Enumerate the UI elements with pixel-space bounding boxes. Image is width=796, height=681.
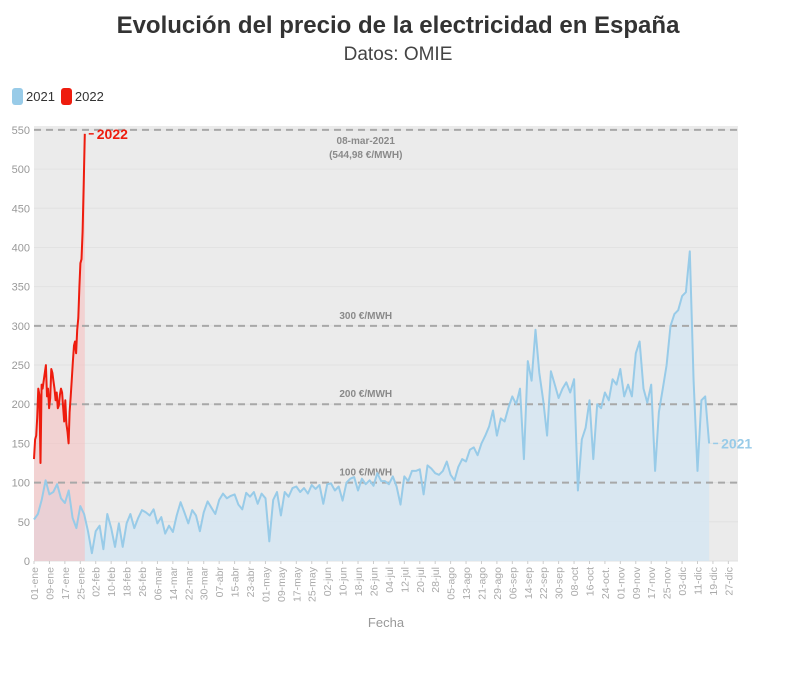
legend-label-2022: 2022 — [74, 89, 104, 104]
series-area-2022 — [34, 133, 85, 562]
y-tick-label: 550 — [12, 125, 30, 137]
x-tick-label: 01-may — [260, 566, 272, 602]
x-tick-label: 02-feb — [91, 567, 103, 597]
x-tick-label: 26-feb — [137, 567, 149, 597]
x-tick-label: 16-oct — [584, 567, 596, 596]
x-tick-label: 27-dic — [723, 567, 735, 596]
y-tick-label: 300 — [12, 321, 30, 333]
x-tick-label: 26-jun — [368, 567, 380, 596]
x-tick-label: 10-feb — [106, 567, 118, 597]
x-tick-label: 05-ago — [446, 567, 458, 600]
x-tick-label: 29-ago — [492, 567, 504, 600]
series-end-label-2021: 2021 — [721, 435, 752, 451]
legend-item-2021[interactable]: 2021 — [12, 88, 55, 105]
reference-line-label: 100 €/MWH — [339, 468, 392, 479]
y-tick-label: 100 — [12, 478, 30, 490]
y-tick-label: 450 — [12, 203, 30, 215]
reference-line-label: 200 €/MWH — [339, 389, 392, 400]
x-tick-label: 25-ene — [75, 567, 87, 600]
x-tick-label: 30-sep — [554, 567, 566, 599]
x-tick-label: 06-mar — [152, 567, 164, 601]
x-tick-label: 14-sep — [523, 567, 535, 599]
y-axis: 0 50 100 150 200 250 300 350 400 450 500 550 — [12, 125, 30, 568]
y-tick-label: 50 — [18, 517, 30, 529]
x-tick-label: 09-nov — [631, 566, 643, 599]
reference-line-sublabel: (544,98 €/MWH) — [329, 150, 402, 161]
x-tick-label: 14-mar — [168, 567, 180, 601]
x-tick-label: 03-dic — [677, 567, 689, 596]
x-tick-label: 02-jun — [322, 567, 334, 596]
x-axis-title: Fecha — [368, 615, 405, 630]
series-line-2022 — [33, 133, 86, 464]
x-axis: 01-ene 09-ene 17-ene 25-ene 02-feb 10-feb 18-f… — [29, 561, 735, 602]
y-tick-label: 200 — [12, 399, 30, 411]
series-end-labels: 2021 2022 — [88, 126, 752, 451]
chart-title: Evolución del precio de la electricidad … — [116, 12, 680, 39]
x-tick-label: 30-mar — [199, 567, 211, 601]
x-tick-label: 01-nov — [615, 566, 627, 599]
reference-line-label: 300 €/MWH — [339, 311, 392, 322]
legend: 2021 2022 — [12, 88, 110, 105]
x-tick-label: 25-nov — [662, 566, 674, 599]
x-tick-label: 20-jul — [415, 567, 427, 593]
y-tick-label: 400 — [12, 242, 30, 254]
y-tick-label: 500 — [12, 164, 30, 176]
x-tick-label: 11-dic — [692, 567, 704, 595]
x-tick-label: 09-may — [276, 566, 288, 602]
x-tick-label: 22-mar — [183, 567, 195, 601]
legend-swatch-2021 — [12, 88, 23, 105]
y-tick-label: 150 — [12, 438, 30, 450]
x-tick-label: 08-oct — [569, 567, 581, 596]
legend-swatch-2022 — [60, 88, 72, 105]
x-tick-label: 19-dic — [708, 567, 720, 596]
x-tick-label: 24-oct. — [600, 567, 612, 599]
x-tick-label: 23-abr — [245, 567, 257, 598]
x-tick-label: 22-sep — [538, 567, 550, 599]
x-tick-label: 25-may — [307, 566, 319, 602]
x-tick-label: 15-abr — [230, 567, 242, 598]
x-tick-label: 28-jul — [430, 567, 442, 593]
x-tick-label: 17-may — [291, 566, 303, 602]
y-tick-label: 0 — [24, 556, 30, 568]
series-line-2021 — [33, 250, 711, 555]
x-tick-label: 06-sep — [507, 567, 519, 599]
y-tick-label: 250 — [12, 360, 30, 372]
x-tick-label: 18-jun — [353, 567, 365, 596]
x-tick-label: 17-nov — [646, 566, 658, 599]
x-tick-label: 12-jul — [399, 567, 411, 593]
x-tick-label: 01-ene — [29, 567, 41, 600]
legend-label-2021: 2021 — [26, 89, 55, 104]
x-tick-label: 10-jun — [338, 567, 350, 596]
y-tick-label: 350 — [12, 282, 30, 294]
x-tick-label: 18-feb — [122, 567, 134, 597]
x-tick-label: 04-jul — [384, 567, 396, 593]
series-lines — [33, 133, 711, 555]
x-tick-label: 17-ene — [60, 567, 72, 600]
reference-line-label: 08-mar-2021 — [337, 136, 396, 147]
x-tick-label: 13-ago — [461, 567, 473, 600]
x-tick-label: 09-ene — [44, 567, 56, 600]
series-end-label-2022: 2022 — [97, 126, 128, 142]
legend-item-2022[interactable]: 2022 — [60, 88, 104, 105]
x-tick-label: 07-abr — [214, 567, 226, 598]
chart-subtitle: Datos: OMIE — [343, 44, 453, 65]
x-tick-label: 21-ago — [476, 567, 488, 600]
